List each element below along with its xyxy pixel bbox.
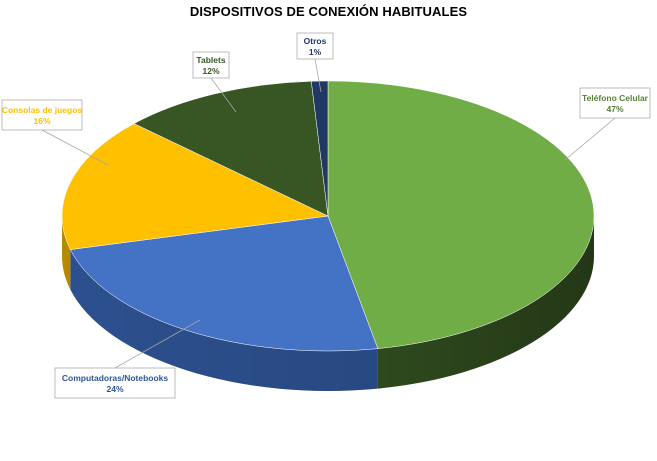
slice-otros-label-name: Otros bbox=[304, 36, 327, 46]
slice-tel-fono-celular bbox=[327, 80, 595, 349]
slice-tablets-leader-line bbox=[210, 77, 237, 113]
chart-title: DISPOSITIVOS DE CONEXIÓN HABITUALES bbox=[189, 4, 468, 19]
slice-consolas-de-juegos-label-box bbox=[1, 99, 83, 131]
slice-otros-label-value: 1% bbox=[309, 47, 322, 57]
slice-tel-fono-celular-label-name: Teléfono Celular bbox=[582, 93, 649, 103]
slice-computadoras-notebooks bbox=[69, 215, 379, 352]
slice-tablets-label-value: 12% bbox=[202, 66, 219, 76]
slice-tablets-label-name: Tablets bbox=[196, 55, 225, 65]
slice-tablets-label-box bbox=[192, 51, 230, 79]
pie-rim-shading bbox=[62, 216, 594, 391]
slice-consolas-de-juegos bbox=[61, 123, 329, 250]
slice-computadoras-notebooks-label-name: Computadoras/Notebooks bbox=[62, 373, 169, 383]
slice-tel-fono-celular-leader-line bbox=[564, 117, 616, 161]
slice-computadoras-notebooks-label-value: 24% bbox=[106, 384, 123, 394]
slice-otros bbox=[311, 80, 329, 217]
slice-computadoras-notebooks-leader-line bbox=[114, 319, 201, 369]
slice-consolas-de-juegos-label-name: Consolas de juegos bbox=[2, 105, 83, 115]
slice-tel-fono-celular-label-value: 47% bbox=[606, 104, 623, 114]
slice-consolas-de-juegos-label-value: 16% bbox=[33, 116, 50, 126]
slice-consolas-de-juegos-leader-line bbox=[41, 129, 109, 166]
slice-tablets bbox=[133, 81, 329, 217]
slice-otros-label-box bbox=[296, 32, 334, 60]
slice-computadoras-notebooks-label-box bbox=[54, 367, 176, 399]
slice-otros-leader-line bbox=[314, 58, 322, 93]
slice-tel-fono-celular-label-box bbox=[579, 87, 651, 119]
